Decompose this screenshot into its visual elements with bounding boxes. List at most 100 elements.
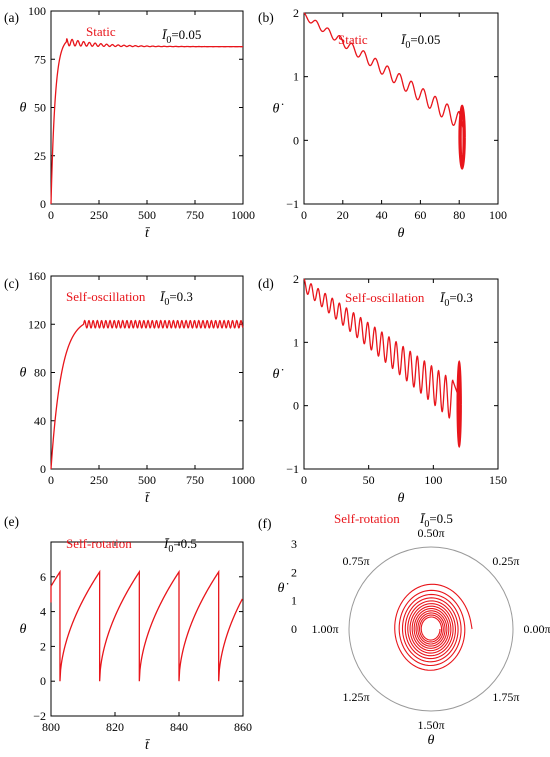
angle-label: 1.50π xyxy=(417,718,444,732)
r-tick-label: 3 xyxy=(291,537,297,551)
y-tick-label: 0 xyxy=(293,399,299,413)
x-tick-label: 1000 xyxy=(231,208,255,222)
y-axis-label: θ̇ xyxy=(278,581,289,596)
y-tick-label: 100 xyxy=(28,4,46,18)
param-subscript: 0 xyxy=(168,544,173,555)
x-axis-label: t̄ xyxy=(145,738,151,753)
r-tick-label: 2 xyxy=(291,565,297,579)
y-tick-label: −1 xyxy=(286,462,299,476)
y-tick-label: 4 xyxy=(40,605,46,619)
panel-label: (b) xyxy=(258,10,274,25)
y-tick-label: 1 xyxy=(293,335,299,349)
y-axis-label: θ̇ xyxy=(273,367,284,382)
param-label: Ī0=0.05 xyxy=(161,27,201,46)
param-label: Ī0=0.5 xyxy=(419,511,453,530)
x-axis-label: θ xyxy=(428,733,435,748)
param-subscript: 0 xyxy=(424,519,429,530)
x-tick-label: 750 xyxy=(186,473,204,487)
y-axis-label: θ xyxy=(20,622,27,637)
x-axis-label: t̄ xyxy=(145,491,151,506)
x-tick-label: 820 xyxy=(106,720,124,734)
panel-label: (c) xyxy=(4,276,19,291)
y-tick-label: 1 xyxy=(293,70,299,84)
y-tick-label: 120 xyxy=(28,317,46,331)
param-symbol: Ī xyxy=(161,27,168,42)
annotation: Self-oscillation xyxy=(66,289,146,304)
param-value: =0.3 xyxy=(449,290,473,305)
y-tick-label: 6 xyxy=(40,570,46,584)
x-tick-label: 750 xyxy=(186,208,204,222)
angle-label: 0.25π xyxy=(492,554,519,568)
x-tick-label: 0 xyxy=(301,473,307,487)
y-tick-label: 2 xyxy=(40,639,46,653)
y-tick-label: 2 xyxy=(293,6,299,20)
angle-label: 0.50π xyxy=(417,526,444,540)
x-tick-label: 20 xyxy=(337,208,349,222)
y-tick-label: 25 xyxy=(34,149,46,163)
y-tick-label: 50 xyxy=(34,101,46,115)
series-spiral xyxy=(394,583,473,671)
x-tick-label: 100 xyxy=(489,208,507,222)
param-symbol: Ī xyxy=(163,536,170,551)
plot-frame xyxy=(50,10,244,205)
angle-label: 1.00π xyxy=(311,622,338,636)
x-tick-label: 0 xyxy=(48,208,54,222)
y-tick-label: 80 xyxy=(34,366,46,380)
param-symbol: Ī xyxy=(159,289,166,304)
panel-label: (d) xyxy=(258,276,274,291)
x-tick-label: 860 xyxy=(234,720,252,734)
param-label: Ī0=0.05 xyxy=(400,32,440,51)
annotation: Self-rotation xyxy=(334,511,400,526)
x-tick-label: 250 xyxy=(90,473,108,487)
y-axis-label: θ xyxy=(20,366,27,381)
param-label: Ī0=0.3 xyxy=(159,289,193,308)
y-axis-label: θ xyxy=(20,101,27,116)
param-subscript: 0 xyxy=(164,297,169,308)
panel-c: 0 250 500 750 1000 0 40 80 120 160 t̄ θ (c) Self-osci… xyxy=(4,269,255,506)
angle-label: 0.75π xyxy=(343,554,370,568)
x-tick-label: 500 xyxy=(138,473,156,487)
annotation: Static xyxy=(338,32,368,47)
angle-label: 0.00π xyxy=(523,622,550,636)
x-tick-label: 80 xyxy=(453,208,465,222)
param-value: =0.5 xyxy=(173,536,197,551)
x-tick-label: 1000 xyxy=(231,473,255,487)
y-tick-label: −1 xyxy=(286,197,299,211)
r-tick-label: 1 xyxy=(291,594,297,608)
x-tick-label: 0 xyxy=(48,473,54,487)
plot-frame xyxy=(303,12,499,205)
series-line xyxy=(303,278,462,449)
x-tick-label: 150 xyxy=(489,473,507,487)
plot-frame xyxy=(50,541,244,717)
annotation: Self-rotation xyxy=(66,536,132,551)
x-tick-label: 500 xyxy=(138,208,156,222)
y-tick-label: 160 xyxy=(28,269,46,283)
param-subscript: 0 xyxy=(405,40,410,51)
x-tick-label: 50 xyxy=(363,473,375,487)
param-symbol: Ī xyxy=(419,511,426,526)
x-tick-label: 800 xyxy=(42,720,60,734)
panel-label: (a) xyxy=(4,10,19,25)
param-label: Ī0=0.5 xyxy=(163,536,197,555)
plot-frame xyxy=(50,275,244,470)
x-tick-label: 60 xyxy=(414,208,426,222)
x-tick-label: 40 xyxy=(376,208,388,222)
annotation: Static xyxy=(86,24,116,39)
annotation: Self-oscillation xyxy=(345,290,425,305)
y-tick-label: 40 xyxy=(34,414,46,428)
panel-label: (f) xyxy=(258,516,272,531)
polar-grid-circle xyxy=(348,546,514,712)
param-value: =0.3 xyxy=(169,289,193,304)
panel-label: (e) xyxy=(4,514,19,529)
y-tick-label: 0 xyxy=(40,674,46,688)
y-axis-label: θ̇ xyxy=(273,102,284,117)
param-symbol: Ī xyxy=(439,290,446,305)
x-tick-label: 0 xyxy=(301,208,307,222)
series-line xyxy=(303,12,466,170)
param-value: =0.05 xyxy=(171,27,201,42)
y-tick-label: 0 xyxy=(293,133,299,147)
